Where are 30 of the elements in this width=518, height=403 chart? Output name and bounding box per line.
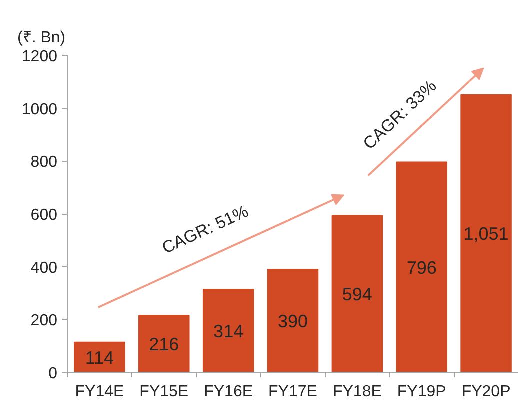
x-tick-label: FY16E xyxy=(204,384,254,400)
x-tick-label: FY14E xyxy=(75,384,124,400)
x-tick-label: FY17E xyxy=(268,384,318,400)
data-label: 114 xyxy=(85,348,114,368)
y-tick-label: 200 xyxy=(30,312,58,330)
data-label: 1,051 xyxy=(464,224,509,244)
bar xyxy=(267,268,319,372)
data-label: 314 xyxy=(214,322,244,342)
y-tick-label: 800 xyxy=(30,154,58,172)
data-label: 216 xyxy=(149,334,180,354)
y-tick-label: 1000 xyxy=(22,101,58,118)
x-tick-label: FY19P xyxy=(397,384,446,400)
bar xyxy=(202,289,254,372)
y-tick-label: 400 xyxy=(30,260,58,277)
x-tick-label: FY18E xyxy=(332,384,382,400)
y-axis-title: (₹. Bn) xyxy=(18,30,66,46)
data-label: 594 xyxy=(342,284,372,305)
y-tick-label: 1200 xyxy=(22,48,58,66)
bar xyxy=(138,314,190,372)
bar xyxy=(396,162,448,372)
y-tick-label: 600 xyxy=(30,207,58,224)
bar xyxy=(332,215,384,372)
bar xyxy=(74,342,126,372)
x-tick-label: FY20P xyxy=(462,384,511,400)
y-tick-label: 0 xyxy=(48,366,58,382)
bar xyxy=(460,94,512,372)
data-label: 390 xyxy=(278,311,308,332)
annotation: CAGR: 51% xyxy=(159,202,252,258)
data-label: 796 xyxy=(406,258,437,278)
x-tick-label: FY15E xyxy=(140,384,189,400)
